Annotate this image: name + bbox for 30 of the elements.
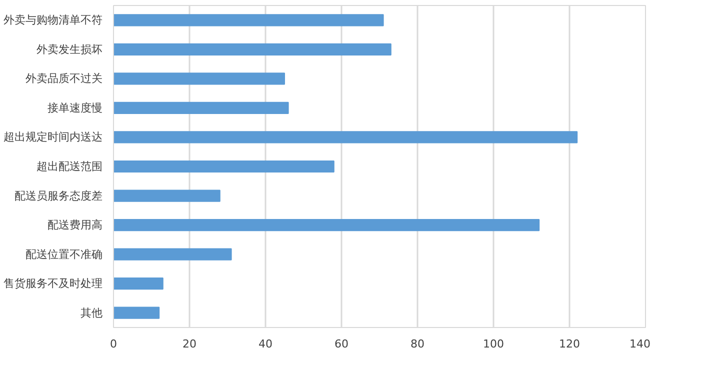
bar — [114, 160, 334, 173]
y-tick-label: 外卖发生损坏 — [36, 42, 102, 56]
x-tick-label: 40 — [258, 338, 272, 350]
y-tick-label: 外卖品质不过关 — [26, 72, 102, 86]
y-tick-label: 超出规定时间内送达 — [4, 130, 102, 144]
bar — [114, 102, 289, 114]
x-tick-label: 140 — [630, 338, 651, 350]
bar — [114, 278, 164, 290]
y-tick-label: 其他 — [80, 306, 102, 320]
bar — [114, 218, 540, 232]
x-tick-label: 20 — [182, 338, 196, 350]
y-tick-label: 接单速度慢 — [48, 101, 102, 114]
x-tick-label: 100 — [483, 338, 504, 350]
y-tick-label: 外卖与购物清单不符 — [4, 14, 102, 27]
bar — [114, 306, 160, 319]
bar — [114, 131, 578, 144]
y-tick-label: 配送员服务态度差 — [14, 189, 102, 202]
bar — [114, 190, 220, 202]
bar — [114, 72, 285, 85]
y-tick-label: 配送费用高 — [48, 218, 102, 232]
x-tick-label: 80 — [410, 338, 424, 350]
y-tick-label: 售货服务不及时处理 — [4, 277, 102, 290]
x-tick-label: 60 — [334, 338, 348, 350]
x-tick-label: 0 — [110, 338, 117, 350]
y-tick-label: 配送位置不准确 — [26, 248, 102, 261]
bar — [114, 248, 232, 260]
y-tick-label: 超出配送范围 — [36, 160, 102, 173]
bar — [114, 14, 384, 26]
x-tick-label: 120 — [559, 338, 580, 350]
bar — [114, 43, 392, 56]
